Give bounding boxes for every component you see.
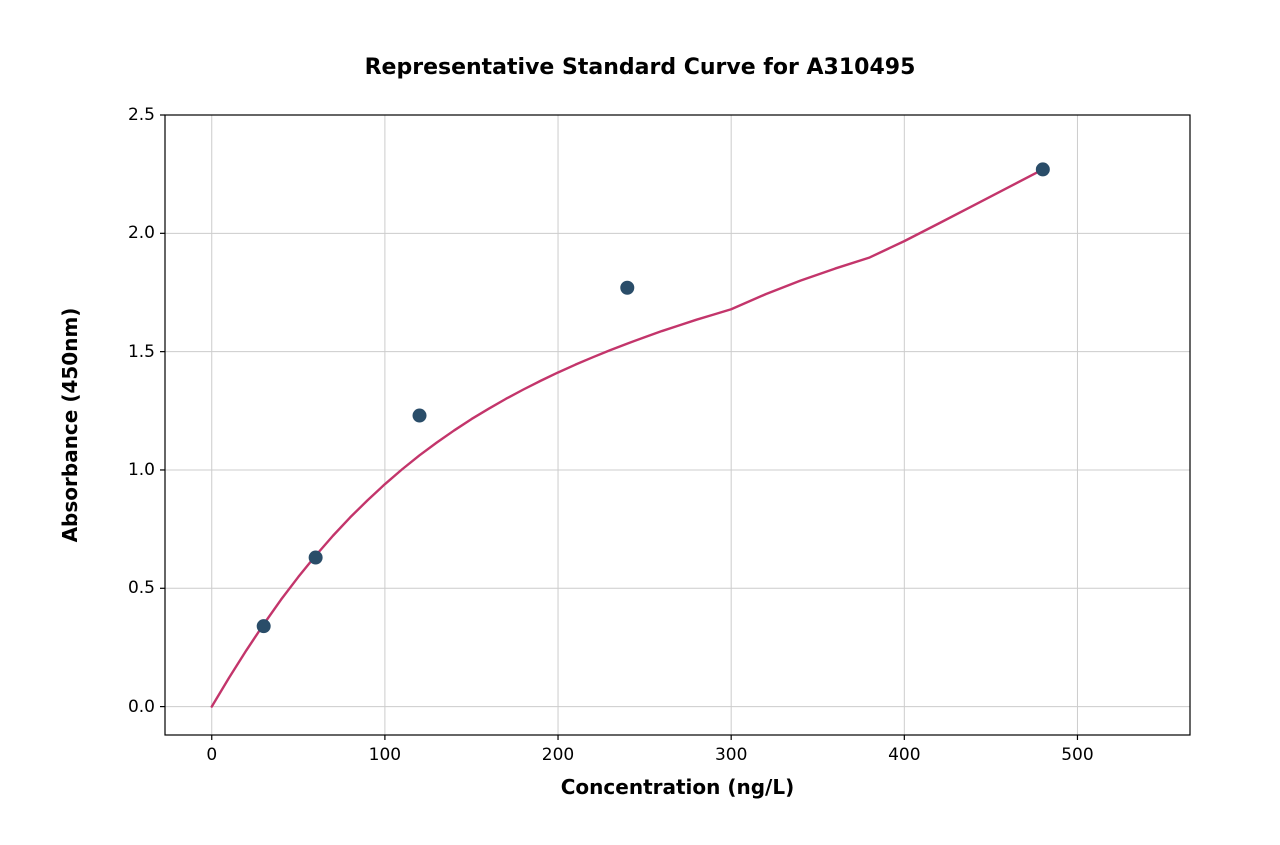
chart-title: Representative Standard Curve for A31049… xyxy=(0,55,1280,80)
x-tick-label: 100 xyxy=(369,745,401,765)
y-tick-label: 0.0 xyxy=(120,697,155,717)
y-axis-label: Absorbance (450nm) xyxy=(58,115,82,735)
y-tick-label: 1.5 xyxy=(120,342,155,362)
x-tick-label: 0 xyxy=(206,745,217,765)
y-tick-label: 0.5 xyxy=(120,578,155,598)
x-axis-label: Concentration (ng/L) xyxy=(165,775,1190,799)
x-tick-label: 400 xyxy=(888,745,920,765)
plot-area xyxy=(165,115,1190,735)
x-tick-label: 500 xyxy=(1061,745,1093,765)
y-tick-label: 2.0 xyxy=(120,223,155,243)
chart-container: Representative Standard Curve for A31049… xyxy=(0,0,1280,845)
x-tick-label: 300 xyxy=(715,745,747,765)
y-tick-label: 1.0 xyxy=(120,460,155,480)
y-tick-label: 2.5 xyxy=(120,105,155,125)
chart-svg xyxy=(165,115,1190,735)
x-tick-label: 200 xyxy=(542,745,574,765)
